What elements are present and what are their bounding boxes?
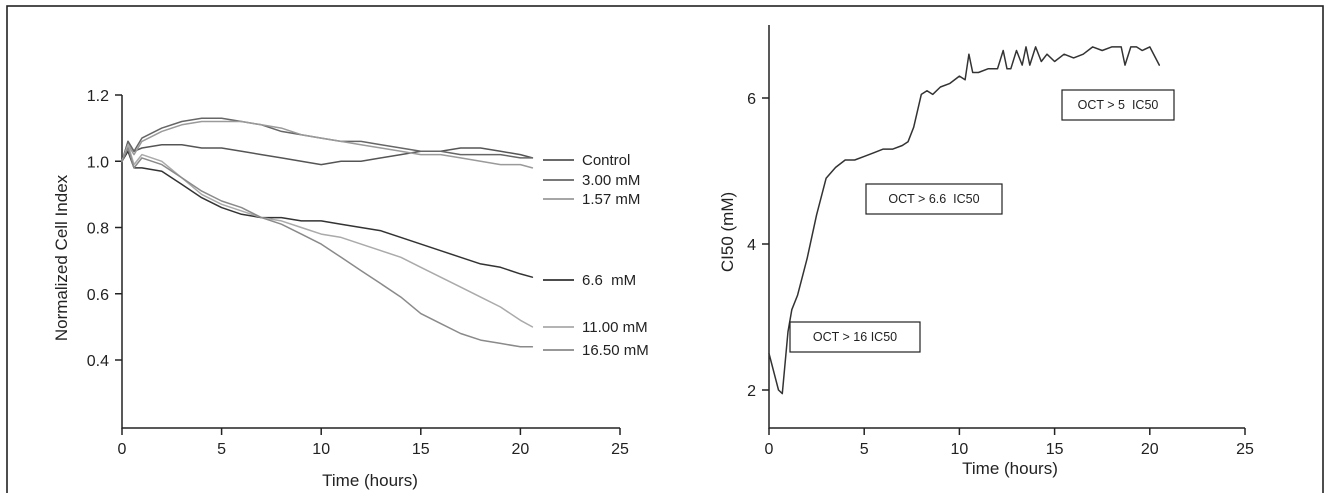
left-y-tick-label: 1.0 <box>87 154 109 171</box>
left-series-line <box>121 120 534 169</box>
figure-border <box>6 5 1324 497</box>
right-y-tick-label: 2 <box>747 383 756 400</box>
annotation-oct-6-6: OCT > 6.6 IC50 <box>865 183 1003 215</box>
left-chart: 0 5 10 15 20 25 0.4 0.6 0.8 1.0 1.2 Control 3.00 mM… <box>52 88 649 490</box>
right-y-tick-label: 6 <box>747 91 756 108</box>
right-x-tick-label: 15 <box>1046 441 1064 458</box>
left-x-axis-label: Time (hours) <box>322 471 418 490</box>
left-x-tick-label: 10 <box>312 441 330 458</box>
annotation-box <box>1061 89 1175 121</box>
annotation-label: OCT > 5 IC50 <box>1078 98 1159 112</box>
right-chart: 0 5 10 15 20 25 2 4 6 OCT > 16 IC50 OCT > 6.6 IC… <box>718 25 1254 478</box>
left-x-tick-label: 5 <box>217 441 226 458</box>
annotation-oct-16: OCT > 16 IC50 <box>789 321 921 353</box>
left-legend: Control 3.00 mM 1.57 mM 6.6 mM 11.00 mM 16.50… <box>543 152 649 359</box>
annotation-label: OCT > 6.6 IC50 <box>888 192 979 206</box>
legend-label: 1.57 mM <box>582 191 640 208</box>
left-y-tick-label: 0.6 <box>87 287 109 304</box>
left-series-line <box>121 143 534 328</box>
right-ticks: 0 5 10 15 20 25 2 4 6 <box>747 91 1254 458</box>
right-y-tick-label: 4 <box>747 237 756 254</box>
right-series-line <box>768 46 1161 395</box>
legend-label: 11.00 mM <box>582 319 648 336</box>
left-x-tick-label: 25 <box>611 441 629 458</box>
left-x-tick-label: 15 <box>412 441 430 458</box>
left-series-line <box>121 140 534 166</box>
right-y-axis-label: CI50 (mM) <box>718 192 737 272</box>
left-y-axis-label: Normalized Cell Index <box>52 174 71 341</box>
annotation-box <box>865 183 1003 215</box>
left-axes <box>121 95 620 429</box>
left-series-group <box>121 117 534 348</box>
left-y-tick-label: 0.8 <box>87 221 109 238</box>
right-x-tick-label: 10 <box>951 441 969 458</box>
left-x-tick-label: 20 <box>512 441 530 458</box>
left-y-tick-label: 0.4 <box>87 353 109 370</box>
left-y-tick-label: 1.2 <box>87 88 109 105</box>
right-x-tick-label: 20 <box>1141 441 1159 458</box>
right-x-tick-label: 25 <box>1236 441 1254 458</box>
left-series-line <box>121 147 534 348</box>
right-series-group <box>768 46 1161 395</box>
right-axes <box>768 25 1245 429</box>
legend-label: 3.00 mM <box>582 172 640 189</box>
annotation-oct-5: OCT > 5 IC50 <box>1061 89 1175 121</box>
legend-label: 6.6 mM <box>582 272 636 289</box>
annotation-box <box>789 321 921 353</box>
legend-label: 16.50 mM <box>582 342 649 359</box>
right-x-axis-label: Time (hours) <box>962 459 1058 478</box>
legend-label: Control <box>582 152 630 169</box>
left-series-line <box>121 150 534 278</box>
left-ticks: 0 5 10 15 20 25 0.4 0.6 0.8 1.0 1.2 <box>87 88 629 458</box>
left-x-tick-label: 0 <box>118 441 127 458</box>
annotation-label: OCT > 16 IC50 <box>813 330 897 344</box>
right-x-tick-label: 5 <box>860 441 869 458</box>
right-x-tick-label: 0 <box>765 441 774 458</box>
